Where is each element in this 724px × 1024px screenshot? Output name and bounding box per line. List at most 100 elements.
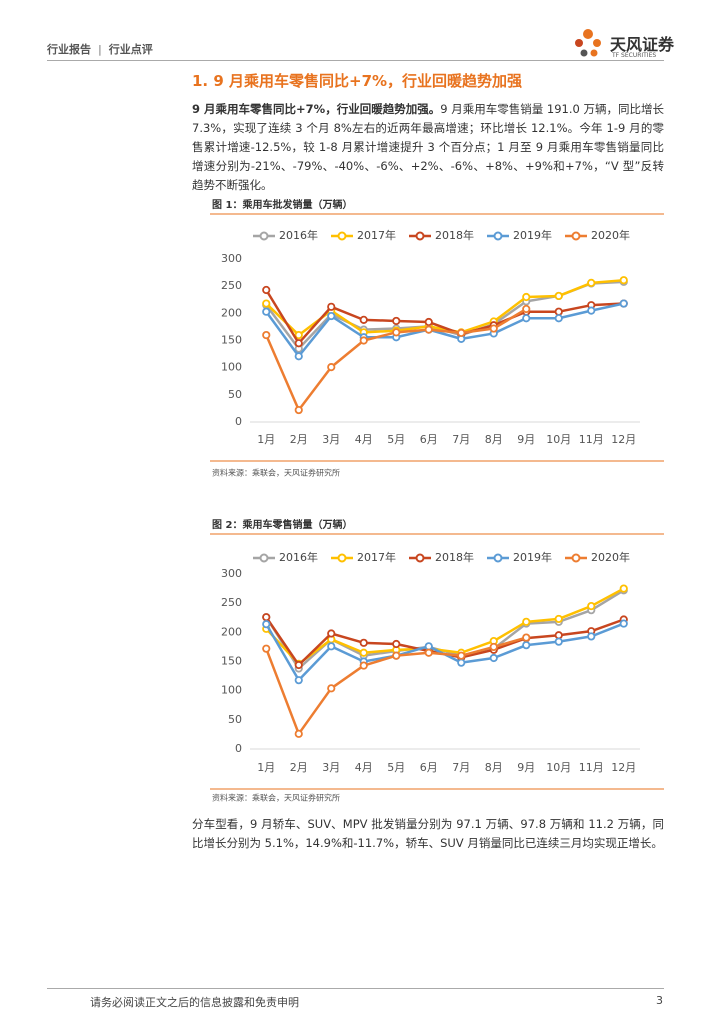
data-point — [327, 363, 336, 372]
data-point — [359, 336, 368, 345]
y-tick-label: 100 — [221, 684, 242, 697]
paragraph-lead: 9 月乘用车零售同比+7%，行业回暖趋势加强。 — [192, 102, 441, 116]
data-point — [294, 676, 303, 685]
data-point — [587, 306, 596, 315]
data-point — [554, 307, 563, 316]
data-point — [489, 653, 498, 663]
legend-marker — [259, 553, 269, 563]
data-point — [554, 614, 563, 624]
y-tick-label: 100 — [221, 361, 242, 374]
data-point — [359, 661, 368, 670]
data-point — [327, 629, 336, 638]
data-point — [327, 311, 336, 321]
x-tick-label: 7月 — [452, 433, 470, 446]
legend-label: 2017年 — [357, 550, 396, 564]
legend-label: 2016年 — [279, 228, 318, 242]
x-tick-label: 10月 — [546, 761, 571, 774]
y-tick-label: 200 — [221, 306, 242, 319]
legend-marker — [571, 553, 581, 563]
data-point — [554, 637, 563, 646]
data-point — [294, 339, 303, 348]
legend-label: 2019年 — [513, 550, 552, 564]
x-tick-label: 9月 — [517, 761, 535, 774]
y-tick-label: 0 — [235, 742, 242, 755]
legend-marker — [415, 553, 425, 563]
y-tick-label: 300 — [221, 252, 242, 265]
x-tick-label: 4月 — [355, 761, 373, 774]
legend-marker — [415, 231, 425, 241]
data-point — [522, 304, 531, 314]
x-tick-label: 10月 — [546, 433, 571, 446]
y-tick-label: 150 — [221, 655, 242, 668]
legend-label: 2018年 — [435, 228, 474, 242]
data-point — [392, 328, 401, 337]
series-line — [265, 587, 625, 666]
figure-source: 资料来源：乘联会，天风证券研究所 — [212, 793, 340, 803]
x-tick-label: 12月 — [611, 433, 636, 446]
data-point — [327, 642, 336, 651]
data-point — [294, 352, 303, 361]
x-tick-label: 2月 — [290, 433, 308, 446]
y-tick-label: 250 — [221, 596, 242, 609]
series-line — [265, 289, 624, 345]
data-point — [619, 584, 628, 593]
x-tick-label: 11月 — [579, 433, 604, 446]
x-tick-label: 1月 — [257, 761, 275, 774]
data-point — [327, 684, 336, 693]
data-point — [359, 315, 368, 324]
data-point — [457, 651, 466, 660]
series-line — [265, 302, 625, 358]
y-tick-label: 0 — [235, 415, 242, 428]
data-point — [262, 330, 271, 340]
data-point — [489, 642, 498, 652]
data-point — [619, 276, 628, 285]
y-tick-label: 150 — [221, 334, 242, 347]
x-tick-label: 8月 — [485, 761, 503, 774]
x-tick-label: 7月 — [452, 761, 470, 774]
legend-marker — [571, 231, 581, 241]
data-point — [327, 302, 336, 311]
x-tick-label: 5月 — [387, 761, 405, 774]
figure-caption: 图 1：乘用车批发销量（万辆） — [212, 198, 352, 211]
header-rule — [47, 60, 664, 61]
logo-sub: TF SECURITIES — [612, 52, 657, 59]
y-tick-label: 200 — [221, 625, 242, 638]
data-point — [457, 658, 466, 667]
legend-marker — [493, 553, 503, 563]
data-point — [294, 330, 303, 340]
legend-label: 2020年 — [591, 550, 630, 564]
data-point — [522, 633, 531, 642]
x-tick-label: 1月 — [257, 433, 275, 446]
x-tick-label: 12月 — [611, 761, 636, 774]
data-point — [424, 642, 433, 651]
data-point — [424, 317, 433, 327]
paragraph-text: 9 月乘用车零售销量 191.0 万辆，同比增长 7.3%，实现了连续 3 个月… — [192, 102, 664, 192]
data-point — [554, 631, 563, 640]
y-tick-label: 50 — [228, 388, 242, 401]
footer-rule — [47, 988, 664, 989]
header-right: 行业点评 — [108, 43, 153, 56]
data-point — [262, 299, 271, 308]
data-point — [359, 638, 368, 647]
page-number: 3 — [656, 994, 663, 1007]
x-tick-label: 8月 — [485, 433, 503, 446]
data-point — [587, 632, 596, 641]
data-point — [619, 619, 628, 628]
data-point — [554, 314, 563, 323]
logo — [570, 26, 606, 64]
data-point — [489, 324, 498, 333]
data-point — [392, 639, 401, 649]
data-point — [262, 613, 271, 622]
figure-caption: 图 2：乘用车零售销量（万辆） — [212, 518, 352, 531]
data-point — [554, 291, 563, 301]
legend-label: 2020年 — [591, 228, 630, 242]
x-tick-label: 6月 — [420, 761, 438, 774]
x-tick-label: 11月 — [579, 761, 604, 774]
legend-marker — [337, 553, 347, 563]
data-point — [262, 307, 271, 316]
data-point — [262, 285, 271, 295]
y-tick-label: 50 — [228, 713, 242, 726]
paragraph-text: 分车型看，9 月轿车、SUV、MPV 批发销量分别为 97.1 万辆、97.8 … — [192, 817, 664, 850]
